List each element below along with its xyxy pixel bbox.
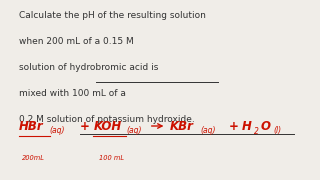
Text: when 200 mL of a 0.15 M: when 200 mL of a 0.15 M <box>19 37 134 46</box>
Text: +: + <box>229 120 239 132</box>
Text: (l): (l) <box>273 126 281 135</box>
Text: KBr: KBr <box>170 120 194 132</box>
Text: 2: 2 <box>254 127 259 136</box>
Text: 200mL: 200mL <box>22 155 45 161</box>
Text: (aq): (aq) <box>200 126 215 135</box>
Text: 100 mL: 100 mL <box>99 155 124 161</box>
Text: O: O <box>261 120 271 132</box>
Text: solution of hydrobromic acid is: solution of hydrobromic acid is <box>19 63 159 72</box>
Text: KOH: KOH <box>93 120 122 132</box>
Text: Calculate the pH of the resulting solution: Calculate the pH of the resulting soluti… <box>19 11 206 20</box>
Text: (aq): (aq) <box>126 126 142 135</box>
Text: +: + <box>79 120 89 132</box>
Text: mixed with 100 mL of a: mixed with 100 mL of a <box>19 89 126 98</box>
Text: HBr: HBr <box>19 120 44 132</box>
Text: 0.2 M solution of potassium hydroxide.: 0.2 M solution of potassium hydroxide. <box>19 115 195 124</box>
Text: H: H <box>242 120 252 132</box>
Text: (aq): (aq) <box>50 126 65 135</box>
